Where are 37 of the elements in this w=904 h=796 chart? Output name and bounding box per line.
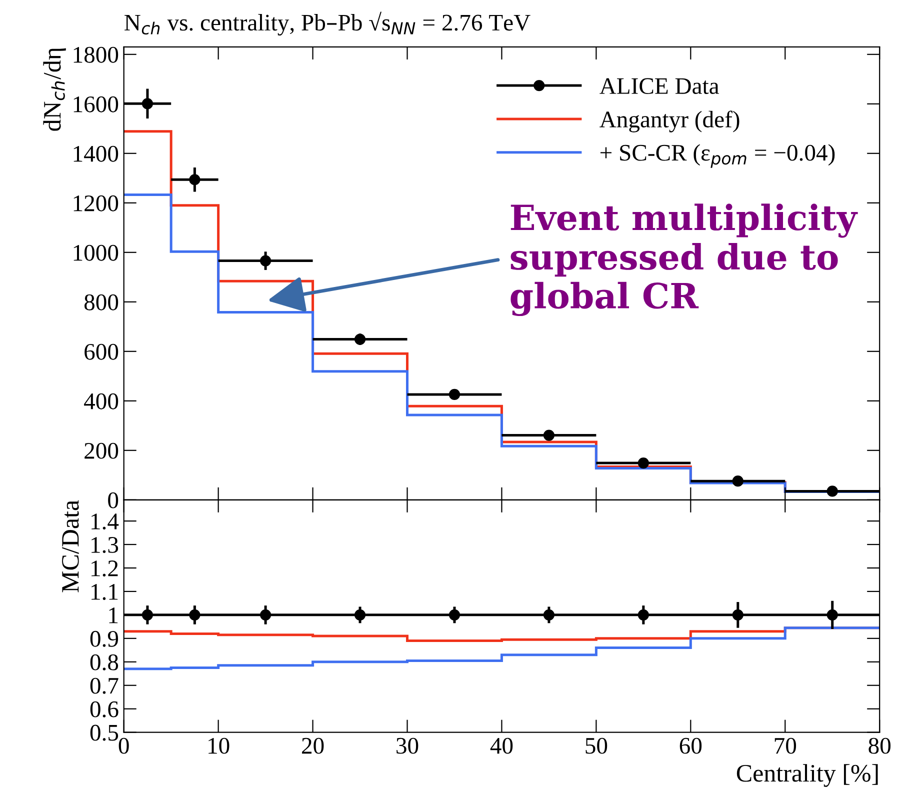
x-tick-label: 70: [774, 738, 796, 754]
x-tick-label: 40: [490, 738, 513, 754]
y-tick-label: 1800: [74, 46, 118, 63]
y-tick-label: 600: [84, 344, 118, 360]
y-tick-label: 0.6: [90, 701, 118, 718]
x-tick-label: 50: [586, 738, 608, 754]
y-tick-label: 1.2: [92, 560, 118, 576]
annotation: Event multiplicity supressed due to global CR: [510, 204, 858, 316]
legend-label: ALICE Data: [600, 78, 719, 94]
legend-label: + SC-CR (ε$_{pom}$ = −0.04): [600, 144, 835, 168]
x-tick-label: 20: [302, 738, 324, 754]
x-tick-label: 80: [868, 738, 890, 754]
y-axis-title: dN$_{ch}$/dη: [43, 48, 66, 131]
y-tick-label: 1.1: [92, 584, 118, 600]
y-tick-label: 800: [84, 294, 118, 310]
y-tick-label: 200: [84, 442, 118, 459]
y-tick-label: 400: [84, 393, 118, 410]
y-axis-title: MC/Data: [62, 500, 79, 592]
y-tick-label: 1400: [74, 146, 118, 162]
y-tick-label: 1.4: [92, 514, 119, 530]
y-tick-label: 1600: [74, 96, 118, 112]
y-tick-label: 1: [109, 608, 118, 624]
x-tick-label: 60: [680, 738, 702, 754]
y-tick-label: 0: [108, 492, 118, 508]
x-tick-label: 0: [118, 738, 129, 754]
y-tick-label: 0.7: [90, 678, 118, 694]
y-tick-label: 0.9: [90, 630, 118, 647]
y-tick-label: 0.5: [90, 724, 118, 741]
y-tick-label: 0.8: [90, 654, 118, 670]
x-axis-title: Centrality [%]: [736, 764, 878, 787]
chart-title: N$_{ch}$ vs. centrality, Pb–Pb √s$_{NN}$ = 2.76 TeV: [124, 12, 530, 36]
x-tick-label: 10: [208, 738, 230, 754]
y-tick-label: 1000: [74, 244, 118, 261]
legend-label: Angantyr (def): [600, 110, 740, 132]
y-tick-label: 1.3: [92, 537, 118, 554]
y-tick-label: 1200: [74, 195, 118, 212]
x-tick-label: 30: [396, 738, 418, 754]
